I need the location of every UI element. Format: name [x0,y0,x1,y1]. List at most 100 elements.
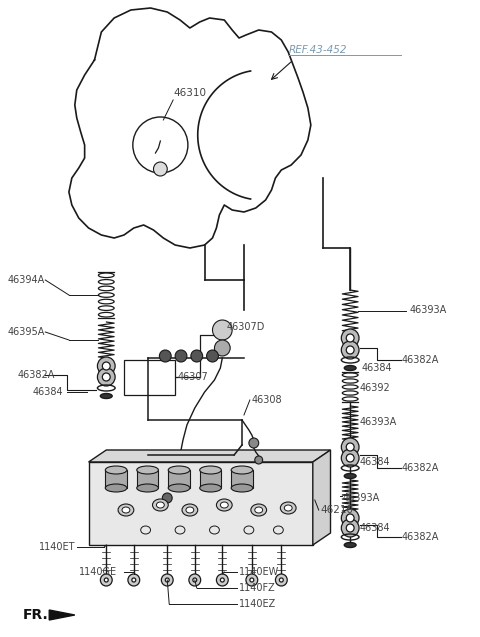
Ellipse shape [168,484,190,492]
Polygon shape [124,360,175,395]
Circle shape [249,438,259,448]
Ellipse shape [186,507,194,513]
Circle shape [341,438,359,456]
Ellipse shape [251,504,266,516]
Circle shape [161,574,173,586]
Text: FR.: FR. [23,608,48,622]
Ellipse shape [200,466,221,474]
Circle shape [250,578,254,582]
Bar [200,470,221,488]
Text: 1140EZ: 1140EZ [239,599,276,609]
Circle shape [104,578,108,582]
Circle shape [346,334,354,342]
Text: 1140ET: 1140ET [39,542,76,552]
Text: 46392: 46392 [360,383,391,393]
Text: 46384: 46384 [360,457,391,467]
Ellipse shape [216,499,232,511]
Ellipse shape [231,466,253,474]
Text: 46382A: 46382A [401,532,439,542]
Ellipse shape [344,543,356,547]
Circle shape [346,524,354,532]
Circle shape [341,341,359,359]
Text: 46393A: 46393A [409,305,446,315]
Ellipse shape [153,499,168,511]
Circle shape [213,320,232,340]
Circle shape [165,578,169,582]
Circle shape [175,350,187,362]
Text: 46382A: 46382A [401,355,439,365]
Ellipse shape [105,466,127,474]
Circle shape [215,340,230,356]
Text: 46310: 46310 [173,88,206,98]
Circle shape [346,346,354,354]
Ellipse shape [200,484,221,492]
Bar [105,470,127,488]
Circle shape [341,509,359,527]
Polygon shape [89,450,331,462]
Circle shape [97,357,115,375]
Ellipse shape [122,507,130,513]
Circle shape [216,574,228,586]
Circle shape [255,456,263,464]
Text: 1140FZ: 1140FZ [239,583,276,593]
Text: 46307: 46307 [177,372,208,382]
Text: 46384: 46384 [360,523,391,533]
Ellipse shape [105,484,127,492]
Circle shape [279,578,283,582]
Circle shape [341,449,359,467]
Text: 46384: 46384 [33,387,63,397]
Polygon shape [49,610,75,620]
Text: 46210: 46210 [321,505,354,515]
Circle shape [132,578,136,582]
Text: REF.43-452: REF.43-452 [288,45,347,55]
Bar [137,470,158,488]
Ellipse shape [137,466,158,474]
Bar [168,470,190,488]
Circle shape [97,368,115,386]
Bar [231,470,253,488]
Text: 1140GE: 1140GE [79,567,117,577]
Circle shape [189,574,201,586]
Ellipse shape [182,504,198,516]
Ellipse shape [168,466,190,474]
Text: 1140EW: 1140EW [239,567,279,577]
Text: 46393A: 46393A [342,493,380,503]
Circle shape [276,574,287,586]
Text: 46384: 46384 [362,363,393,373]
Ellipse shape [284,505,292,511]
Ellipse shape [118,504,134,516]
Text: 46393A: 46393A [360,417,397,427]
Ellipse shape [220,502,228,508]
Circle shape [128,574,140,586]
Ellipse shape [255,507,263,513]
Circle shape [346,443,354,451]
Circle shape [246,574,258,586]
Ellipse shape [100,394,112,399]
Circle shape [100,574,112,586]
Circle shape [191,350,203,362]
Text: 46307D: 46307D [226,322,264,332]
Circle shape [102,362,110,370]
Text: 46395A: 46395A [8,327,45,337]
Circle shape [193,578,197,582]
Text: 46382A: 46382A [18,370,55,380]
Text: 46382A: 46382A [401,463,439,473]
Circle shape [220,578,224,582]
Ellipse shape [344,366,356,371]
Circle shape [154,162,167,176]
Ellipse shape [280,502,296,514]
Polygon shape [89,462,313,545]
Circle shape [346,454,354,462]
Circle shape [341,329,359,347]
Circle shape [206,350,218,362]
Circle shape [159,350,171,362]
Circle shape [162,493,172,503]
Ellipse shape [137,484,158,492]
Text: 46308: 46308 [252,395,282,405]
Text: 46394A: 46394A [8,275,45,285]
Ellipse shape [231,484,253,492]
Ellipse shape [156,502,164,508]
Circle shape [102,373,110,381]
Circle shape [346,514,354,522]
Ellipse shape [344,473,356,478]
